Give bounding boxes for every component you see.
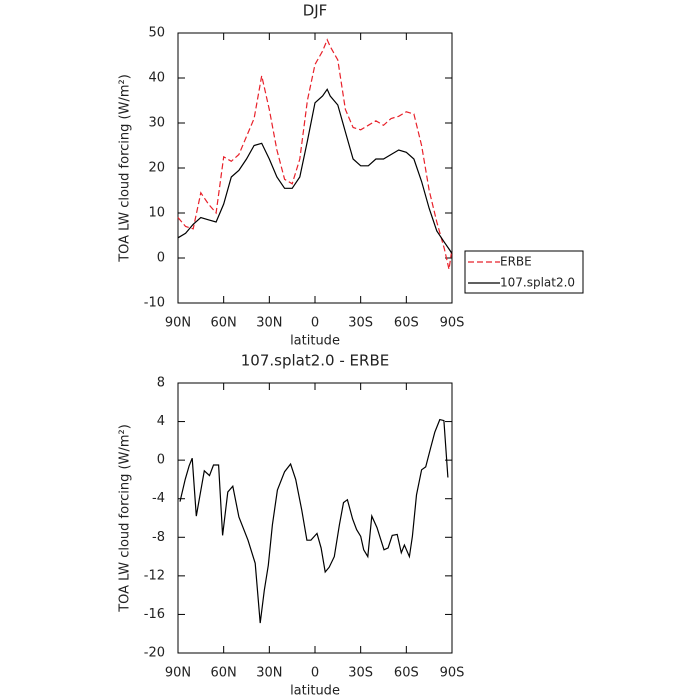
x-tick-label: 90N <box>165 316 191 331</box>
data-line <box>177 88 453 254</box>
y-tick-label: 4 <box>157 414 165 429</box>
x-axis-label: latitude <box>290 684 340 699</box>
x-tick-label: 30S <box>348 316 373 331</box>
y-tick-label: 8 <box>157 376 165 391</box>
x-tick-label: 30N <box>256 316 282 331</box>
plot-frame <box>177 32 453 304</box>
panel: 107.splat2.0 - ERBE -20 -16 -12 -8 -4 0 4 8 90N 60… <box>118 352 465 699</box>
y-axis-label: TOA LW cloud forcing (W/m²) <box>118 74 133 263</box>
y-tick-label: -16 <box>144 607 165 622</box>
panel: DJF -10 0 10 20 30 40 50 90N 60N 30N 0 30S 60S 90S lati… <box>118 2 584 349</box>
y-tick-label: 40 <box>148 71 165 86</box>
y-tick-label: 0 <box>157 453 165 468</box>
y-tick-label: 50 <box>148 26 165 41</box>
y-tick-label: -20 <box>144 646 165 661</box>
x-tick-label: 60S <box>394 316 419 331</box>
y-tick-label: 20 <box>148 161 165 176</box>
plot-frame <box>177 382 453 654</box>
data-line <box>179 418 449 624</box>
legend-label: 107.splat2.0 <box>500 276 575 290</box>
x-tick-label: 60S <box>394 666 419 681</box>
x-tick-label: 30S <box>348 666 373 681</box>
x-tick-label: 30N <box>256 666 282 681</box>
legend-label: ERBE <box>500 255 532 269</box>
x-tick-label: 0 <box>311 666 319 681</box>
y-axis-label: TOA LW cloud forcing (W/m²) <box>118 424 133 613</box>
legend: ERBE 107.splat2.0 <box>464 250 584 294</box>
x-tick-label: 60N <box>211 316 237 331</box>
x-tick-label: 0 <box>311 316 319 331</box>
y-tick-label: 0 <box>157 251 165 266</box>
x-tick-label: 90S <box>440 666 465 681</box>
y-tick-label: -4 <box>152 491 165 506</box>
y-tick-label: 30 <box>148 116 165 131</box>
y-tick-label: 10 <box>148 206 165 221</box>
y-tick-label: -12 <box>144 568 165 583</box>
y-tick-label: -10 <box>144 296 165 311</box>
data-line <box>177 38 453 270</box>
x-tick-label: 60N <box>211 666 237 681</box>
y-tick-label: -8 <box>152 530 165 545</box>
legend-frame <box>464 250 584 294</box>
chart-title: DJF <box>303 2 328 20</box>
chart-title: 107.splat2.0 - ERBE <box>241 352 389 370</box>
x-axis-label: latitude <box>290 334 340 349</box>
x-tick-label: 90S <box>440 316 465 331</box>
x-tick-label: 90N <box>165 666 191 681</box>
